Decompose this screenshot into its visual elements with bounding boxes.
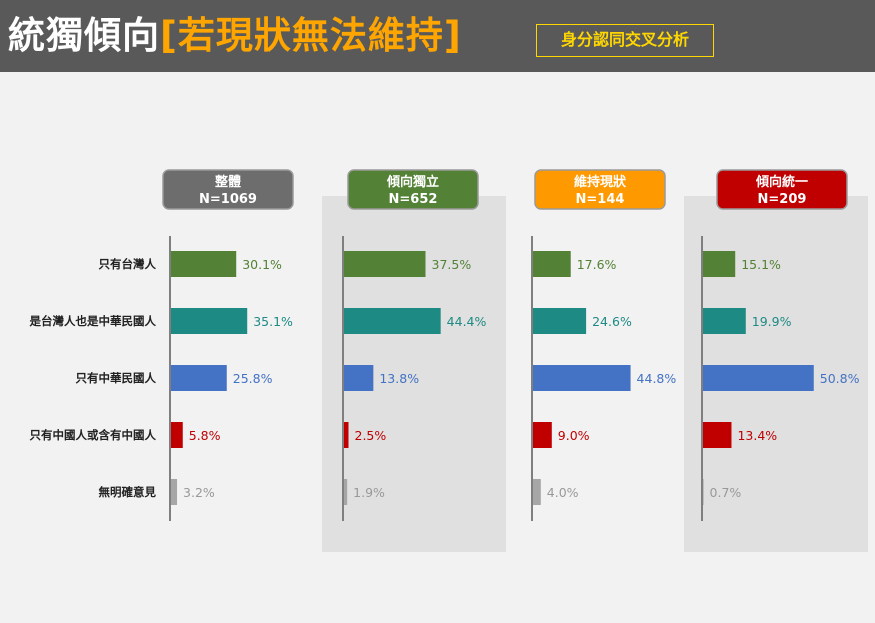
category-label: 只有台灣人 [99,257,157,271]
bar [702,422,732,448]
panel-header-n: N=209 [758,192,807,207]
data-label: 50.8% [820,371,860,386]
panel-header [534,169,666,210]
data-label: 44.4% [447,314,487,329]
data-label: 0.7% [710,485,742,500]
bar [532,251,571,277]
data-label: 37.5% [432,257,472,272]
subtitle-badge: 身分認同交叉分析 [536,24,714,57]
bar [343,308,441,334]
data-label: 13.4% [737,428,777,443]
data-label: 2.5% [355,428,387,443]
bar [343,365,374,391]
data-label: 5.8% [189,428,221,443]
data-label: 30.1% [242,257,282,272]
category-label: 無明確意見 [99,485,157,499]
panel-header-name: 傾向統一 [755,174,808,190]
bar [702,365,814,391]
bar [532,365,631,391]
bar [343,479,348,505]
panel-header [347,169,479,210]
category-label: 是台灣人也是中華民國人 [29,314,157,328]
page-title: 統獨傾向[若現狀無法維持] [8,6,462,66]
panel-header-name: 維持現狀 [574,174,627,190]
bar [343,251,426,277]
data-label: 44.8% [637,371,677,386]
data-label: 35.1% [253,314,293,329]
category-label: 只有中華民國人 [76,371,157,385]
bar [702,251,736,277]
bar [170,365,227,391]
panel-header-name: 整體 [214,174,241,190]
data-label: 25.8% [233,371,273,386]
bar [532,308,587,334]
panel-header-n: N=144 [576,192,625,207]
title-text: 統獨傾向 [8,14,160,57]
bar [170,308,248,334]
data-label: 13.8% [379,371,419,386]
data-label: 4.0% [547,485,579,500]
panel-header [162,169,294,210]
panel-header-n: N=1069 [199,192,257,207]
data-label: 15.1% [741,257,781,272]
data-label: 3.2% [183,485,215,500]
data-label: 9.0% [558,428,590,443]
bar [702,308,746,334]
data-label: 24.6% [592,314,632,329]
panel-header-n: N=652 [389,192,438,207]
title-accent: [若現狀無法維持] [160,14,462,57]
bar [532,422,552,448]
bar [170,251,237,277]
data-label: 1.9% [353,485,385,500]
panel-header-name: 傾向獨立 [386,174,439,190]
data-label: 17.6% [577,257,617,272]
panel-header [716,169,848,210]
category-label: 只有中國人或含有中國人 [30,428,157,442]
bar [532,479,541,505]
header-bar: 統獨傾向[若現狀無法維持] 身分認同交叉分析 [0,0,875,72]
data-label: 19.9% [752,314,792,329]
bar [343,422,349,448]
bar [170,479,178,505]
bar [170,422,183,448]
